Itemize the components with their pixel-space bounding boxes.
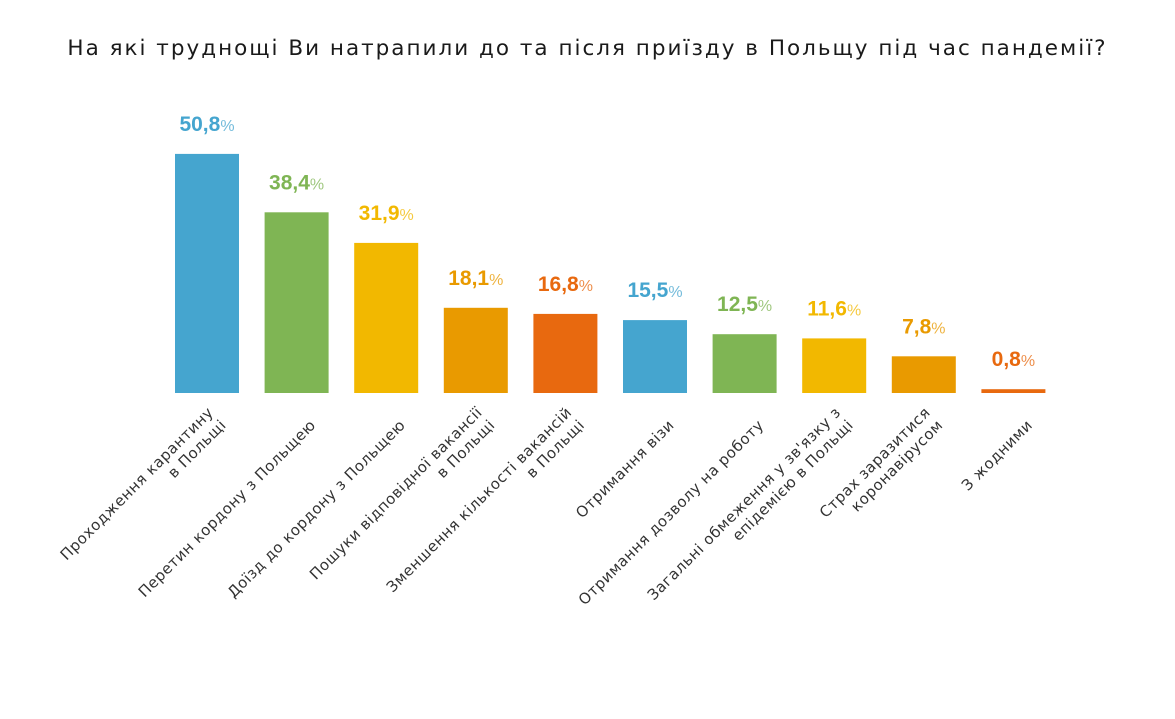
value-label-6: 15,5%	[627, 279, 682, 302]
svg-text:Отримання візи: Отримання візи	[572, 416, 678, 522]
bar-3	[354, 242, 419, 393]
value-label-5: 16,8%	[538, 273, 593, 296]
value-label-7: 12,5%	[717, 293, 772, 316]
value-label-2: 38,4%	[269, 171, 324, 194]
svg-text:З жодними: З жодними	[958, 416, 1036, 494]
chart-title: На які труднощі Ви натрапили до та після…	[67, 36, 1108, 61]
bar-9	[891, 356, 956, 393]
bar-1	[175, 153, 239, 393]
bar-10	[981, 389, 1046, 393]
category-label-10: З жодними	[958, 416, 1036, 494]
bar-2	[264, 212, 329, 393]
bar-8	[802, 338, 867, 393]
category-label-2: Перетин кордону з Польщею	[135, 416, 320, 601]
bar-4	[443, 307, 508, 393]
bar-5	[533, 313, 598, 393]
value-label-10: 0,8%	[992, 348, 1035, 371]
svg-text:Перетин кордону з Польщею: Перетин кордону з Польщею	[135, 416, 320, 601]
value-label-1: 50,8%	[179, 113, 234, 136]
value-label-9: 7,8%	[902, 315, 945, 338]
bar-6	[623, 320, 687, 393]
value-label-8: 11,6%	[807, 297, 861, 320]
category-label-6: Отримання візи	[572, 416, 678, 522]
value-label-3: 31,9%	[359, 202, 414, 225]
value-label-4: 18,1%	[448, 267, 503, 290]
bar-7	[712, 334, 777, 393]
